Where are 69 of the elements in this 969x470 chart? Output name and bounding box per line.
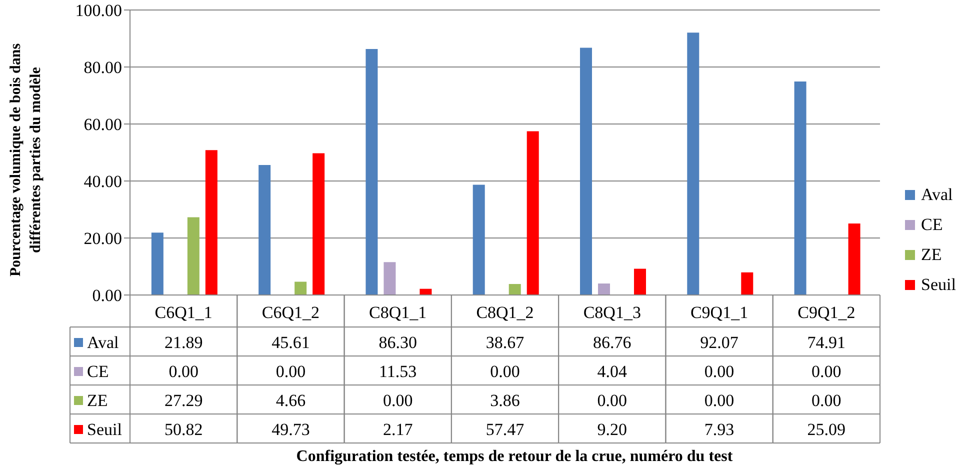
x-tick-label: C8Q1_1: [369, 303, 427, 322]
legend-label: CE: [87, 362, 109, 381]
data-label: 0.00: [812, 391, 842, 410]
legend-label: Aval: [87, 333, 120, 352]
data-label: 9.20: [597, 420, 628, 439]
data-label: 0.00: [168, 362, 198, 381]
bar: [634, 268, 646, 295]
text: Configuration testée, temps de retour de la crue, numéro du test: [295, 448, 734, 466]
data-label: 49.73: [272, 420, 310, 439]
y-tick-label: 80.00: [84, 58, 122, 78]
data-label: 4.04: [597, 362, 628, 381]
x-tick-label: C8Q1_2: [476, 303, 534, 322]
legend-label: ZE: [87, 391, 108, 410]
data-label: 3.86: [490, 391, 520, 410]
y-tick-label: 60.00: [84, 115, 122, 134]
data-label: 25.09: [807, 420, 846, 439]
bar: [366, 49, 378, 295]
data-label: 0.00: [276, 362, 306, 381]
bar: [598, 283, 610, 295]
y-axis-title: Pourcentage volumique de bois dans différentes parties du modèle: [8, 43, 44, 277]
data-label: 0.00: [382, 391, 413, 410]
y-tick-label: 40.00: [84, 172, 122, 192]
data-label: 27.29: [164, 391, 203, 410]
bar: [384, 262, 396, 295]
x-tick-label: C8Q1_3: [583, 303, 641, 322]
bar: [848, 223, 860, 295]
bar: [312, 153, 325, 295]
data-label: 86.76: [593, 333, 632, 352]
x-tick-label: C6Q1_1: [154, 303, 212, 322]
data-label: 86.30: [378, 333, 417, 352]
bar: [508, 284, 521, 295]
y-tick-label: 0.00: [92, 286, 122, 306]
bar: [687, 32, 700, 295]
data-label: 7.93: [704, 420, 734, 439]
y-tick-label: 100.00: [75, 1, 122, 20]
data-label: 4.66: [276, 391, 306, 410]
text: CE: [921, 215, 943, 234]
bar: [794, 82, 806, 295]
bar: [472, 184, 485, 295]
data-label: 0.00: [704, 391, 734, 410]
data-label: 2.17: [382, 420, 414, 439]
bar: [151, 232, 164, 295]
bar: [741, 272, 754, 295]
bar: [258, 165, 271, 295]
bar: [580, 48, 592, 295]
data-label: 21.89: [164, 333, 203, 352]
bar: [294, 282, 307, 295]
data-label: 0.00: [597, 391, 628, 410]
x-tick-label: C9Q1_1: [690, 303, 748, 322]
bar: [526, 131, 539, 295]
data-label: 0.00: [704, 362, 734, 381]
data-label: 50.82: [164, 420, 203, 439]
text: ZE: [921, 245, 942, 264]
data-label: 0.00: [812, 362, 842, 381]
text: Aval: [921, 185, 953, 204]
data-label: 92.07: [700, 333, 739, 352]
data-label: 45.61: [272, 333, 310, 352]
data-label: 11.53: [379, 362, 417, 381]
bar: [205, 150, 218, 295]
legend-label: Seuil: [921, 275, 956, 295]
x-tick-label: C9Q1_2: [798, 303, 856, 322]
data-label: 57.47: [486, 420, 525, 439]
data-label: 74.91: [807, 333, 846, 352]
y-tick-label: 20.00: [84, 229, 122, 248]
data-label: 0.00: [490, 362, 520, 381]
data-label: 38.67: [486, 333, 525, 352]
x-tick-label: C6Q1_2: [262, 303, 320, 322]
bar: [187, 217, 200, 295]
text: Seuil: [87, 420, 122, 439]
